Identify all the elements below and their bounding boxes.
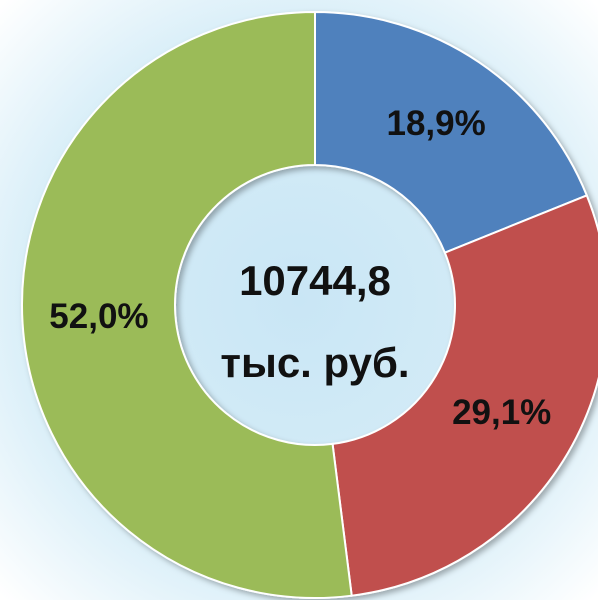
- labels: 18,9% 29,1% 52,0%: [49, 104, 551, 432]
- data-label: 29,1%: [452, 393, 551, 432]
- donut-segment: [331, 194, 598, 597]
- donut-segment: [21, 10, 353, 599]
- data-label: 18,9%: [387, 104, 486, 143]
- donut-segment: [314, 10, 589, 254]
- center-value: 10744,8: [239, 257, 391, 304]
- data-label: 52,0%: [49, 297, 148, 336]
- donut: [21, 10, 598, 599]
- center-unit: тыс. руб.: [220, 339, 409, 386]
